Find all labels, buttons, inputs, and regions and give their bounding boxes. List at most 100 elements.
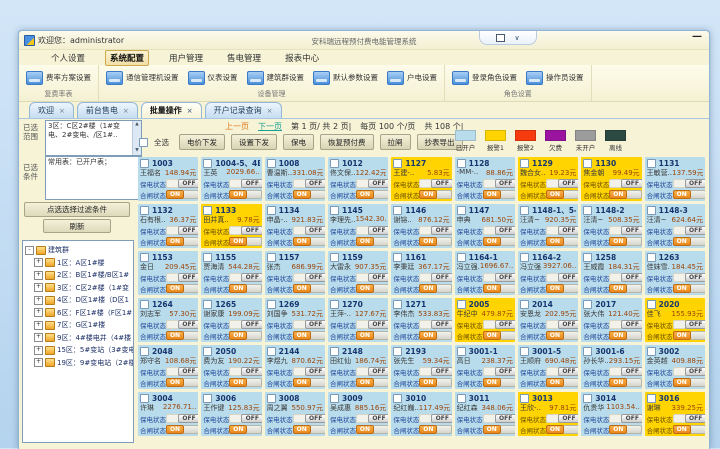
switch-toggle[interactable]: ON xyxy=(166,190,199,199)
meter-card[interactable]: 1148-3 汪清~ 624.64元 保电状态 OFF xyxy=(644,204,705,248)
off-button[interactable]: OFF xyxy=(557,273,579,282)
card-checkbox[interactable] xyxy=(519,299,529,309)
power-keep-toggle[interactable]: OFF xyxy=(609,414,642,423)
expand-icon[interactable]: + xyxy=(34,320,43,330)
power-keep-toggle[interactable]: OFF xyxy=(292,179,325,188)
tab[interactable]: 前台售电 × xyxy=(76,102,138,118)
meter-card[interactable]: 1270 王萍-.. 127.67元 保电状态 OFF xyxy=(327,298,389,342)
off-button[interactable]: OFF xyxy=(557,320,579,329)
switch-toggle[interactable]: ON xyxy=(292,190,325,199)
on-button[interactable]: ON xyxy=(229,284,248,293)
power-keep-toggle[interactable]: OFF xyxy=(229,273,262,282)
on-button[interactable]: ON xyxy=(482,425,501,434)
power-keep-toggle[interactable]: OFF xyxy=(545,179,579,188)
on-button[interactable]: ON xyxy=(419,284,438,293)
off-button[interactable]: OFF xyxy=(304,179,325,188)
menu-item[interactable]: 系统配置 xyxy=(105,49,150,66)
card-checkbox[interactable] xyxy=(140,346,149,356)
off-button[interactable]: OFF xyxy=(241,414,262,423)
meter-card[interactable]: 1147 申典 681.50元 保电状态 OFF xyxy=(454,204,515,248)
on-button[interactable]: ON xyxy=(672,284,691,293)
meter-card[interactable]: 3016 谢琳 339.25元 保电状态 OFF xyxy=(644,392,705,436)
on-button[interactable]: ON xyxy=(355,190,374,199)
switch-toggle[interactable]: ON xyxy=(609,284,642,293)
power-keep-toggle[interactable]: OFF xyxy=(609,367,642,376)
on-button[interactable]: ON xyxy=(609,425,628,434)
off-button[interactable]: OFF xyxy=(178,179,199,188)
meter-card[interactable]: 1258 王威霞 184.31元 保电状态 OFF xyxy=(581,251,642,295)
on-button[interactable]: ON xyxy=(609,378,628,387)
switch-toggle[interactable]: ON xyxy=(355,425,389,434)
on-button[interactable]: ON xyxy=(166,237,184,246)
switch-toggle[interactable]: ON xyxy=(482,378,515,387)
meter-card[interactable]: 1264 刘志军 57.30元 保电状态 OFF xyxy=(138,298,199,342)
on-button[interactable]: ON xyxy=(355,237,374,246)
tree-item[interactable]: + 3区：C区2#楼（1#变 xyxy=(34,283,129,293)
ribbon-button[interactable]: 操作员设置 xyxy=(526,70,584,85)
card-checkbox[interactable] xyxy=(646,346,656,356)
meter-card[interactable]: 2020 佳飞 155.93元 保电状态 OFF xyxy=(644,298,705,342)
power-keep-toggle[interactable]: OFF xyxy=(672,320,705,329)
meter-card[interactable]: 1132 石有根.. 36.37元 保电状态 OFF xyxy=(138,204,199,248)
card-checkbox[interactable] xyxy=(266,393,276,403)
ribbon-button[interactable]: 建筑群设置 xyxy=(246,70,304,85)
expand-icon[interactable]: + xyxy=(34,333,43,343)
switch-toggle[interactable]: ON xyxy=(545,331,579,340)
switch-toggle[interactable]: ON xyxy=(355,190,389,199)
on-button[interactable]: ON xyxy=(482,237,501,246)
off-button[interactable]: OFF xyxy=(684,179,705,188)
tree-root[interactable]: - 建筑群 xyxy=(25,244,131,257)
ribbon-button[interactable]: 仪表设置 xyxy=(187,70,238,85)
selected-filter-box[interactable]: 常用表：已开户表； xyxy=(45,156,142,200)
card-checkbox[interactable] xyxy=(519,346,529,356)
switch-toggle[interactable]: ON xyxy=(419,190,452,199)
meter-card[interactable]: 1131 王敏营.. 137.59元 保电状态 OFF xyxy=(644,157,705,201)
off-button[interactable]: OFF xyxy=(621,179,642,188)
on-button[interactable]: ON xyxy=(229,237,248,246)
switch-toggle[interactable]: ON xyxy=(419,331,452,340)
card-checkbox[interactable] xyxy=(583,205,593,215)
switch-toggle[interactable]: ON xyxy=(419,378,452,387)
meter-card[interactable]: 3001-6 孙长华.. 293.15元 保电状态 OFF xyxy=(581,345,642,389)
switch-toggle[interactable]: ON xyxy=(166,378,199,387)
tree-item[interactable]: + 15区：5#变站（3#变电 xyxy=(34,345,134,355)
on-button[interactable]: ON xyxy=(609,237,628,246)
on-button[interactable]: ON xyxy=(609,284,628,293)
on-button[interactable]: ON xyxy=(672,190,691,199)
off-button[interactable]: OFF xyxy=(431,273,452,282)
card-checkbox[interactable] xyxy=(646,252,656,262)
power-keep-toggle[interactable]: OFF xyxy=(166,414,199,423)
card-checkbox[interactable] xyxy=(583,393,593,403)
card-checkbox[interactable] xyxy=(393,252,403,262)
meter-card[interactable]: 2014 安恩龙 202.95元 保电状态 OFF xyxy=(517,298,579,342)
meter-card[interactable]: 1164-2 冯立强 3927.06.. 保电状态 OFF xyxy=(517,251,579,295)
off-button[interactable]: OFF xyxy=(684,320,705,329)
power-keep-toggle[interactable]: OFF xyxy=(292,414,325,423)
card-checkbox[interactable] xyxy=(519,252,529,262)
off-button[interactable]: OFF xyxy=(241,179,262,188)
on-button[interactable]: ON xyxy=(292,331,311,340)
switch-toggle[interactable]: ON xyxy=(292,284,325,293)
on-button[interactable]: ON xyxy=(166,190,184,199)
power-keep-toggle[interactable]: OFF xyxy=(166,367,199,376)
card-checkbox[interactable] xyxy=(393,205,403,215)
off-button[interactable]: OFF xyxy=(621,367,642,376)
expand-icon[interactable]: + xyxy=(34,345,43,355)
card-checkbox[interactable] xyxy=(266,205,276,215)
switch-toggle[interactable]: ON xyxy=(166,331,199,340)
switch-toggle[interactable]: ON xyxy=(482,425,515,434)
switch-toggle[interactable]: ON xyxy=(419,237,452,246)
on-button[interactable]: ON xyxy=(672,425,691,434)
on-button[interactable]: ON xyxy=(292,284,311,293)
card-checkbox[interactable] xyxy=(266,158,276,168)
off-button[interactable]: OFF xyxy=(557,367,579,376)
power-keep-toggle[interactable]: OFF xyxy=(292,226,325,235)
off-button[interactable]: OFF xyxy=(241,273,262,282)
meter-card[interactable]: 1148-2 汪清~ 508.35元 保电状态 OFF xyxy=(581,204,642,248)
switch-toggle[interactable]: ON xyxy=(229,284,262,293)
switch-toggle[interactable]: ON xyxy=(229,378,262,387)
meter-card[interactable]: 3011 纪红森 348.06元 保电状态 OFF xyxy=(454,392,515,436)
on-button[interactable]: ON xyxy=(229,190,248,199)
switch-toggle[interactable]: ON xyxy=(292,237,325,246)
off-button[interactable]: OFF xyxy=(431,367,452,376)
